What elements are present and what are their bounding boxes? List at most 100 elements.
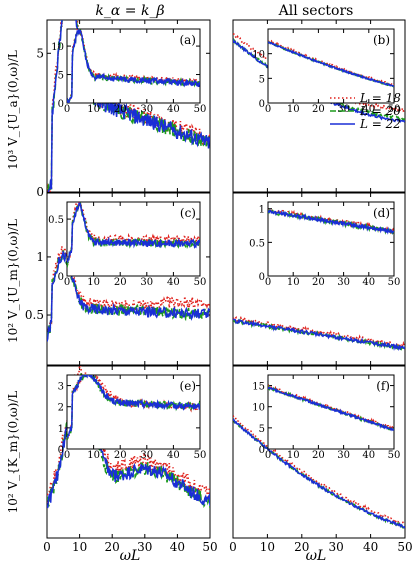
x-tick-label: 30 xyxy=(140,277,153,288)
x-tick-label: 50 xyxy=(194,277,207,288)
x-tick-label: 20 xyxy=(312,104,325,115)
x-tick-label: 10 xyxy=(287,450,300,461)
y-tick-label: 0.5 xyxy=(25,308,44,322)
x-tick-label: 0 xyxy=(64,104,70,115)
x-tick-label: 40 xyxy=(362,277,375,288)
x-tick-label: 50 xyxy=(388,277,401,288)
x-tick-label: 40 xyxy=(362,450,375,461)
y-tick-label: 0 xyxy=(58,99,64,110)
x-tick-label: 30 xyxy=(140,104,153,115)
xlabel-left: ωL xyxy=(120,548,141,564)
inset-c: 0 10 20 30 40 50 0 0.5 (c) xyxy=(48,201,206,288)
y-tick-label: 0 xyxy=(58,445,64,456)
legend: L = 18L = 20L = 22 xyxy=(330,91,401,131)
panel-row2-right-frame xyxy=(232,192,406,366)
inset-f-lines xyxy=(268,384,394,433)
inset-f-frame xyxy=(267,374,395,450)
series-L22 xyxy=(47,251,210,342)
series-L22 xyxy=(67,29,200,103)
panel-row3-right: 0 10 20 30 40 50 xyxy=(229,365,413,554)
y-tick-label: 0 xyxy=(58,272,64,283)
inset-a: 0 10 20 30 40 50 0 5 10 (a) xyxy=(51,28,206,115)
y-tick-label: 1 xyxy=(36,250,44,264)
panel-label: (c) xyxy=(180,206,196,220)
plots-layer: 0510010203040500510(a)010203040500510(b)… xyxy=(25,19,413,554)
y-tick-label: 1 xyxy=(58,424,64,435)
series-L20 xyxy=(268,209,394,235)
inset-f: 0 10 20 30 40 50 0 5 10 15 (f) xyxy=(252,374,401,461)
y-tick-label: 15 xyxy=(252,382,265,393)
panel-row1-right-frame xyxy=(232,19,406,193)
y-tick-label: 0.5 xyxy=(249,238,265,249)
y-tick-label: 5 xyxy=(36,46,44,60)
x-tick-label: 50 xyxy=(388,450,401,461)
panel-row2-right-lines xyxy=(233,315,405,351)
x-tick-label: 40 xyxy=(167,104,180,115)
panel-row2-right xyxy=(232,192,406,366)
row2-ylabel: 10² V_{U_m}(0,ω)/L xyxy=(6,219,20,343)
series-L18 xyxy=(233,33,405,113)
series-L18 xyxy=(233,315,405,349)
series-L22 xyxy=(268,41,394,88)
series-L22 xyxy=(47,20,210,192)
x-tick-label: 40 xyxy=(167,450,180,461)
panel-row3-right-lines xyxy=(233,415,405,529)
x-tick-label: 30 xyxy=(337,277,350,288)
inset-e-frame xyxy=(66,374,201,450)
inset-e: 0 10 20 30 40 50 0 1 2 3 (e) xyxy=(58,374,207,461)
x-tick-label: 50 xyxy=(194,104,207,115)
series-L18 xyxy=(47,246,210,335)
row3-ylabel: 10² V_{K_m}(0,ω)/L xyxy=(6,391,20,514)
x-tick-label: 50 xyxy=(202,540,217,554)
x-tick-label: 0 xyxy=(265,277,271,288)
panel-label: (e) xyxy=(180,379,196,393)
x-tick-label: 40 xyxy=(170,540,185,554)
x-tick-label: 20 xyxy=(312,277,325,288)
x-tick-label: 50 xyxy=(388,104,401,115)
y-tick-label: 5 xyxy=(259,424,265,435)
x-tick-label: 0 xyxy=(64,450,70,461)
panel-label: (f) xyxy=(376,379,390,393)
panel-row3-left: 0 10 20 30 40 50 xyxy=(43,365,218,554)
x-tick-label: 20 xyxy=(294,540,309,554)
panel-row2-left-lines xyxy=(47,246,210,342)
panel-label: (b) xyxy=(373,33,390,47)
x-tick-label: 10 xyxy=(87,277,100,288)
x-tick-label: 40 xyxy=(167,277,180,288)
x-tick-label: 0 xyxy=(64,277,70,288)
series-L22 xyxy=(233,418,405,529)
series-L18 xyxy=(268,206,394,235)
y-tick-label: 5 xyxy=(58,71,64,82)
column-header-left: k_α = k_β xyxy=(95,3,164,19)
y-tick-label: 0 xyxy=(259,272,265,283)
y-tick-label: 3 xyxy=(58,382,64,393)
y-tick-label: 0.5 xyxy=(48,215,64,226)
x-tick-label: 50 xyxy=(194,450,207,461)
x-tick-label: 30 xyxy=(337,450,350,461)
y-tick-label: 0 xyxy=(259,445,265,456)
x-tick-label: 10 xyxy=(287,104,300,115)
x-tick-label: 10 xyxy=(87,450,100,461)
series-L22 xyxy=(268,209,394,235)
panel-row2-left: 0.51 xyxy=(25,192,211,366)
x-tick-label: 20 xyxy=(114,277,127,288)
inset-b-lines xyxy=(268,39,394,88)
panel-row1-left-frame xyxy=(46,19,211,193)
x-tick-label: 20 xyxy=(114,450,127,461)
x-tick-label: 0 xyxy=(229,540,237,554)
inset-e-lines xyxy=(67,375,200,441)
x-tick-label: 10 xyxy=(72,540,87,554)
inset-d: 0 10 20 30 40 50 0 0.5 1 (d) xyxy=(249,201,401,288)
panel-row3-right-frame xyxy=(232,365,406,539)
inset-c-lines xyxy=(67,202,200,268)
y-tick-label: 0 xyxy=(36,185,44,199)
x-tick-label: 20 xyxy=(114,104,127,115)
y-tick-label: 10 xyxy=(252,50,265,61)
series-L22 xyxy=(67,375,200,439)
x-tick-label: 30 xyxy=(337,104,350,115)
y-tick-label: 10 xyxy=(51,42,64,53)
panel-row2-left-frame xyxy=(46,192,211,366)
series-L22 xyxy=(233,318,405,351)
xlabel-right: ωL xyxy=(306,548,327,564)
x-tick-label: 20 xyxy=(312,450,325,461)
